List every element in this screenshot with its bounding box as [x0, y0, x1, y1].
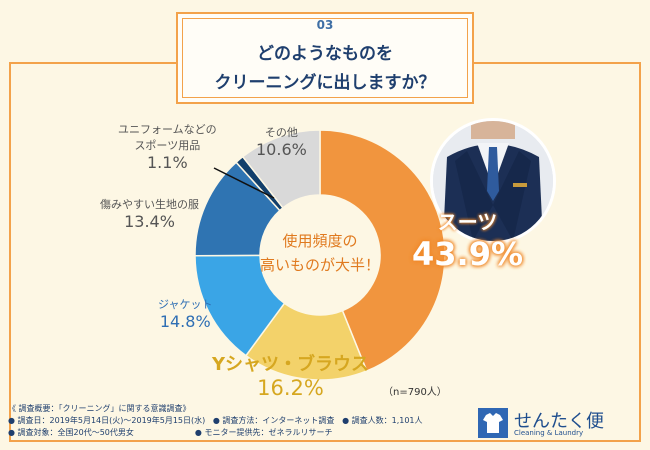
- label-yshirts-name: Yシャツ・ブラウス: [212, 354, 370, 375]
- survey-method: ● 調査方法：インターネット調査: [212, 416, 335, 425]
- survey-summary: 《 調査概要：「クリーニング」に関する意識調査》 ● 調査日：2019年5月14…: [8, 403, 423, 439]
- label-damaged-value: 13.4%: [124, 212, 175, 231]
- label-other-value: 10.6%: [256, 140, 307, 159]
- label-suits-value: 43.9%: [412, 235, 524, 273]
- title-line-2: クリーニングに出しますか？: [214, 73, 436, 93]
- label-yshirts: Yシャツ・ブラウス 16.2%: [212, 350, 369, 400]
- label-uniform: ユニフォームなどの スポーツ用品 1.1%: [118, 121, 217, 172]
- label-jacket-name: ジャケット: [158, 298, 213, 311]
- survey-target: ● 調査対象：全国20代～50代男女: [8, 428, 134, 437]
- title-box: 03 どのようなものを クリーニングに出しますか？: [176, 12, 474, 104]
- label-yshirts-value: 16.2%: [257, 376, 324, 400]
- label-damaged-name: 傷みやすい生地の服: [100, 198, 199, 211]
- label-other-name: その他: [264, 126, 298, 139]
- label-uniform-line1: ユニフォームなどの: [118, 123, 217, 136]
- slice-suits: [319, 129, 446, 372]
- label-uniform-value: 1.1%: [147, 153, 188, 172]
- label-jacket: ジャケット 14.8%: [158, 296, 212, 331]
- label-suits-name: スーツ: [437, 210, 498, 234]
- brand-logo: せんたく便 Cleaning & Laundry: [478, 408, 638, 440]
- label-jacket-value: 14.8%: [159, 312, 211, 331]
- sample-size-note: （n=790人）: [383, 387, 447, 398]
- survey-period: ● 調査日：2019年5月14日(火)～2019年5月15日(水): [8, 416, 206, 425]
- survey-provider: ● モニター提供先：ゼネラルリサーチ: [194, 428, 333, 437]
- businessman-photo: [430, 118, 556, 244]
- survey-line-1: ● 調査日：2019年5月14日(火)～2019年5月15日(水) ● 調査方法…: [8, 415, 423, 427]
- label-other: その他 10.6%: [256, 124, 307, 159]
- slice-other: [241, 129, 321, 209]
- survey-heading: 《 調査概要：「クリーニング」に関する意識調査》: [8, 404, 191, 413]
- title-line-1: どのようなものを: [257, 44, 393, 64]
- center-text-line1: 使用頻度の: [282, 232, 357, 250]
- center-text-line2: 高いものが大半！: [260, 256, 380, 274]
- survey-count: ● 調査人数：1,101人: [342, 416, 423, 425]
- label-damaged: 傷みやすい生地の服 13.4%: [100, 196, 199, 231]
- leader-line-uniform: [213, 167, 275, 199]
- question-number: 03: [316, 18, 334, 32]
- label-uniform-line2: スポーツ用品: [134, 139, 201, 152]
- logo-subtitle: Cleaning & Laundry: [514, 429, 584, 437]
- survey-line-2: ● 調査対象：全国20代～50代男女 ● モニター提供先：ゼネラルリサーチ: [8, 427, 423, 439]
- label-suits: スーツ 43.9%: [412, 206, 523, 273]
- shirt-icon: [478, 408, 508, 438]
- logo-name: せんたく便: [514, 411, 604, 432]
